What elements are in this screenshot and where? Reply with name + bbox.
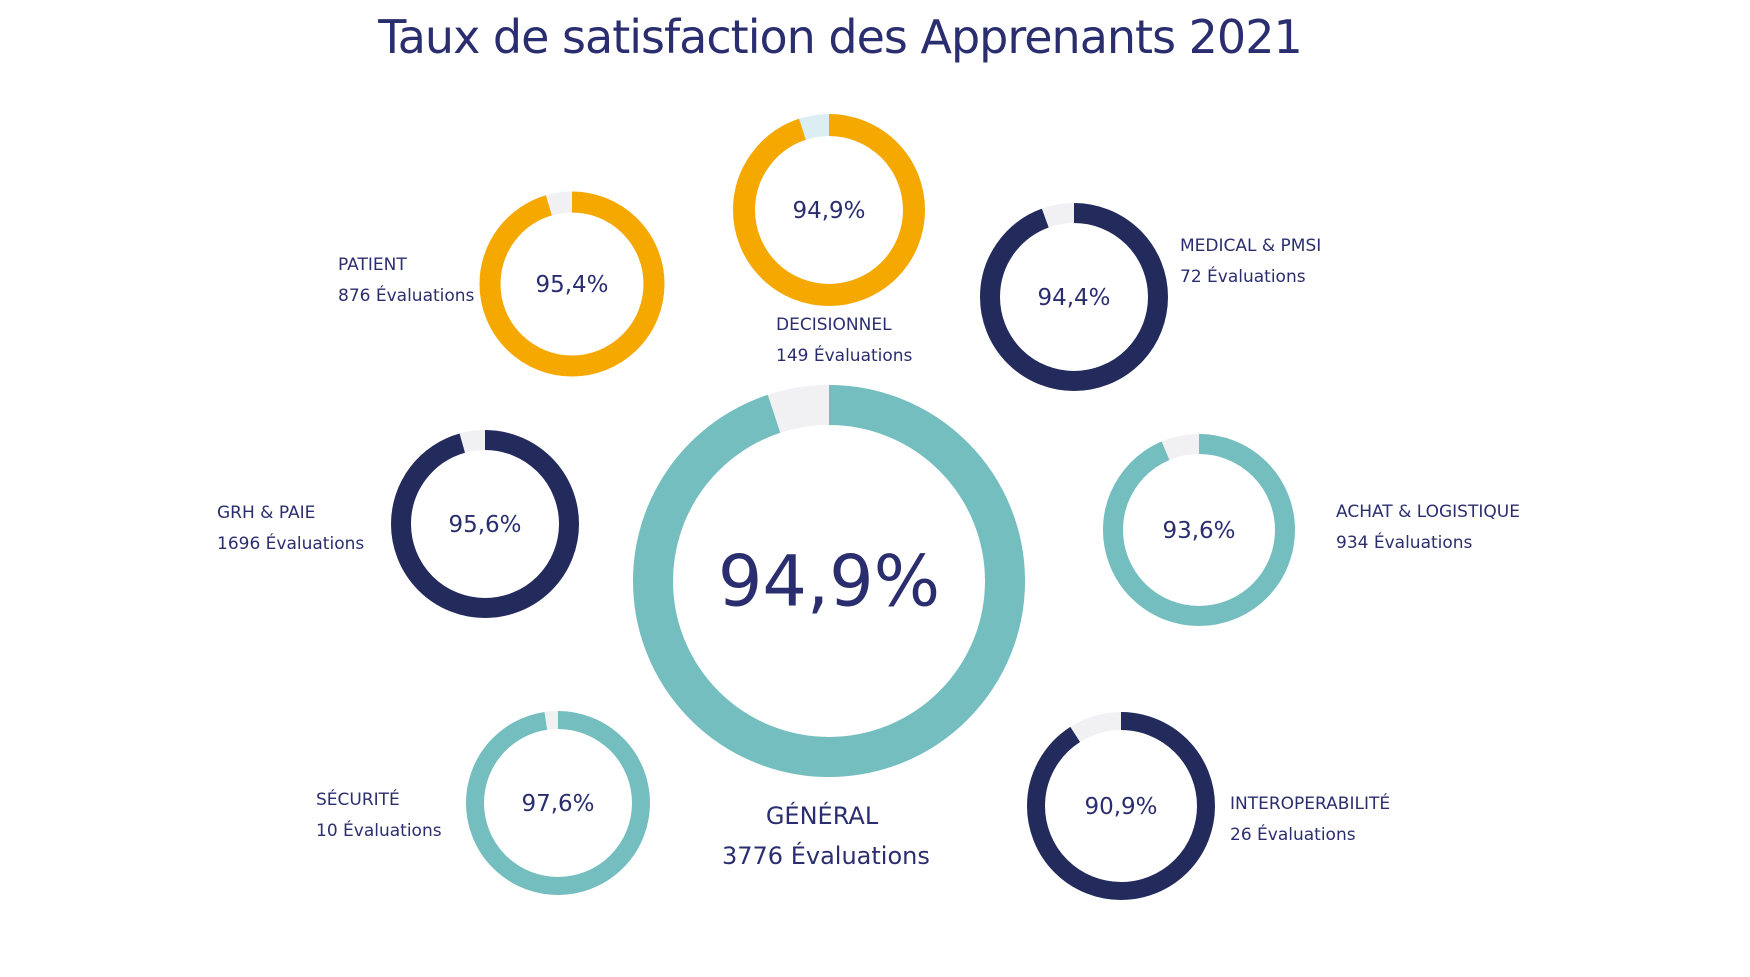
- donut-arc: [633, 385, 1025, 777]
- percent-label: 94,4%: [1037, 285, 1110, 311]
- label-patient: PATIENT 876 Évaluations: [338, 250, 474, 312]
- category-name: INTEROPERABILITÉ: [1230, 794, 1391, 814]
- label-securite: SÉCURITÉ 10 Évaluations: [316, 785, 442, 847]
- category-name: GÉNÉRAL: [765, 802, 879, 830]
- evaluation-count: 149 Évaluations: [776, 346, 913, 366]
- label-general: GÉNÉRAL 3776 Évaluations: [722, 796, 930, 876]
- percent-label: 93,6%: [1162, 518, 1235, 544]
- label-decisionnel: DECISIONNEL 149 Évaluations: [776, 310, 912, 372]
- donut-arc: [1103, 434, 1295, 626]
- evaluation-count: 1696 Évaluations: [217, 534, 365, 554]
- donut-achat-logistique: 93,6%: [1103, 434, 1295, 626]
- evaluation-count: 3776 Évaluations: [722, 842, 930, 870]
- donut-arc: [466, 711, 650, 895]
- donut-decisionnel: 94,9%: [733, 114, 925, 306]
- donut-patient: 95,4%: [479, 191, 665, 377]
- donut-arc: [479, 191, 665, 377]
- label-interoperabilite: INTEROPERABILITÉ 26 Évaluations: [1230, 789, 1390, 851]
- percent-label: 95,6%: [448, 512, 521, 538]
- percent-label: 94,9%: [718, 541, 940, 623]
- donut-general: 94,9%: [633, 385, 1025, 777]
- donut-arc: [980, 203, 1168, 391]
- donut-arc: [733, 114, 925, 306]
- evaluation-count: 876 Évaluations: [338, 286, 475, 306]
- donut-medical-pmsi: 94,4%: [980, 203, 1168, 391]
- evaluation-count: 934 Évaluations: [1336, 533, 1473, 553]
- category-name: GRH & PAIE: [217, 503, 316, 523]
- donut-grh-paie: 95,6%: [391, 430, 579, 618]
- category-name: DECISIONNEL: [776, 315, 892, 335]
- evaluation-count: 72 Évaluations: [1180, 267, 1306, 287]
- chart-title: Taux de satisfaction des Apprenants 2021: [378, 10, 1302, 64]
- percent-label: 90,9%: [1084, 794, 1157, 820]
- evaluation-count: 10 Évaluations: [316, 821, 442, 841]
- donut-securite: 97,6%: [466, 711, 650, 895]
- label-grh-paie: GRH & PAIE 1696 Évaluations: [217, 498, 364, 560]
- percent-label: 95,4%: [535, 272, 608, 298]
- percent-label: 97,6%: [521, 791, 594, 817]
- donut-arc: [1027, 712, 1215, 900]
- category-name: SÉCURITÉ: [316, 790, 400, 810]
- category-name: ACHAT & LOGISTIQUE: [1336, 502, 1520, 522]
- category-name: PATIENT: [338, 255, 407, 275]
- percent-label: 94,9%: [792, 198, 865, 224]
- donut-arc: [391, 430, 579, 618]
- label-medical-pmsi: MEDICAL & PMSI 72 Évaluations: [1180, 231, 1321, 293]
- category-name: MEDICAL & PMSI: [1180, 236, 1322, 256]
- label-achat-logistique: ACHAT & LOGISTIQUE 934 Évaluations: [1336, 497, 1520, 559]
- evaluation-count: 26 Évaluations: [1230, 825, 1356, 845]
- donut-interoperabilite: 90,9%: [1027, 712, 1215, 900]
